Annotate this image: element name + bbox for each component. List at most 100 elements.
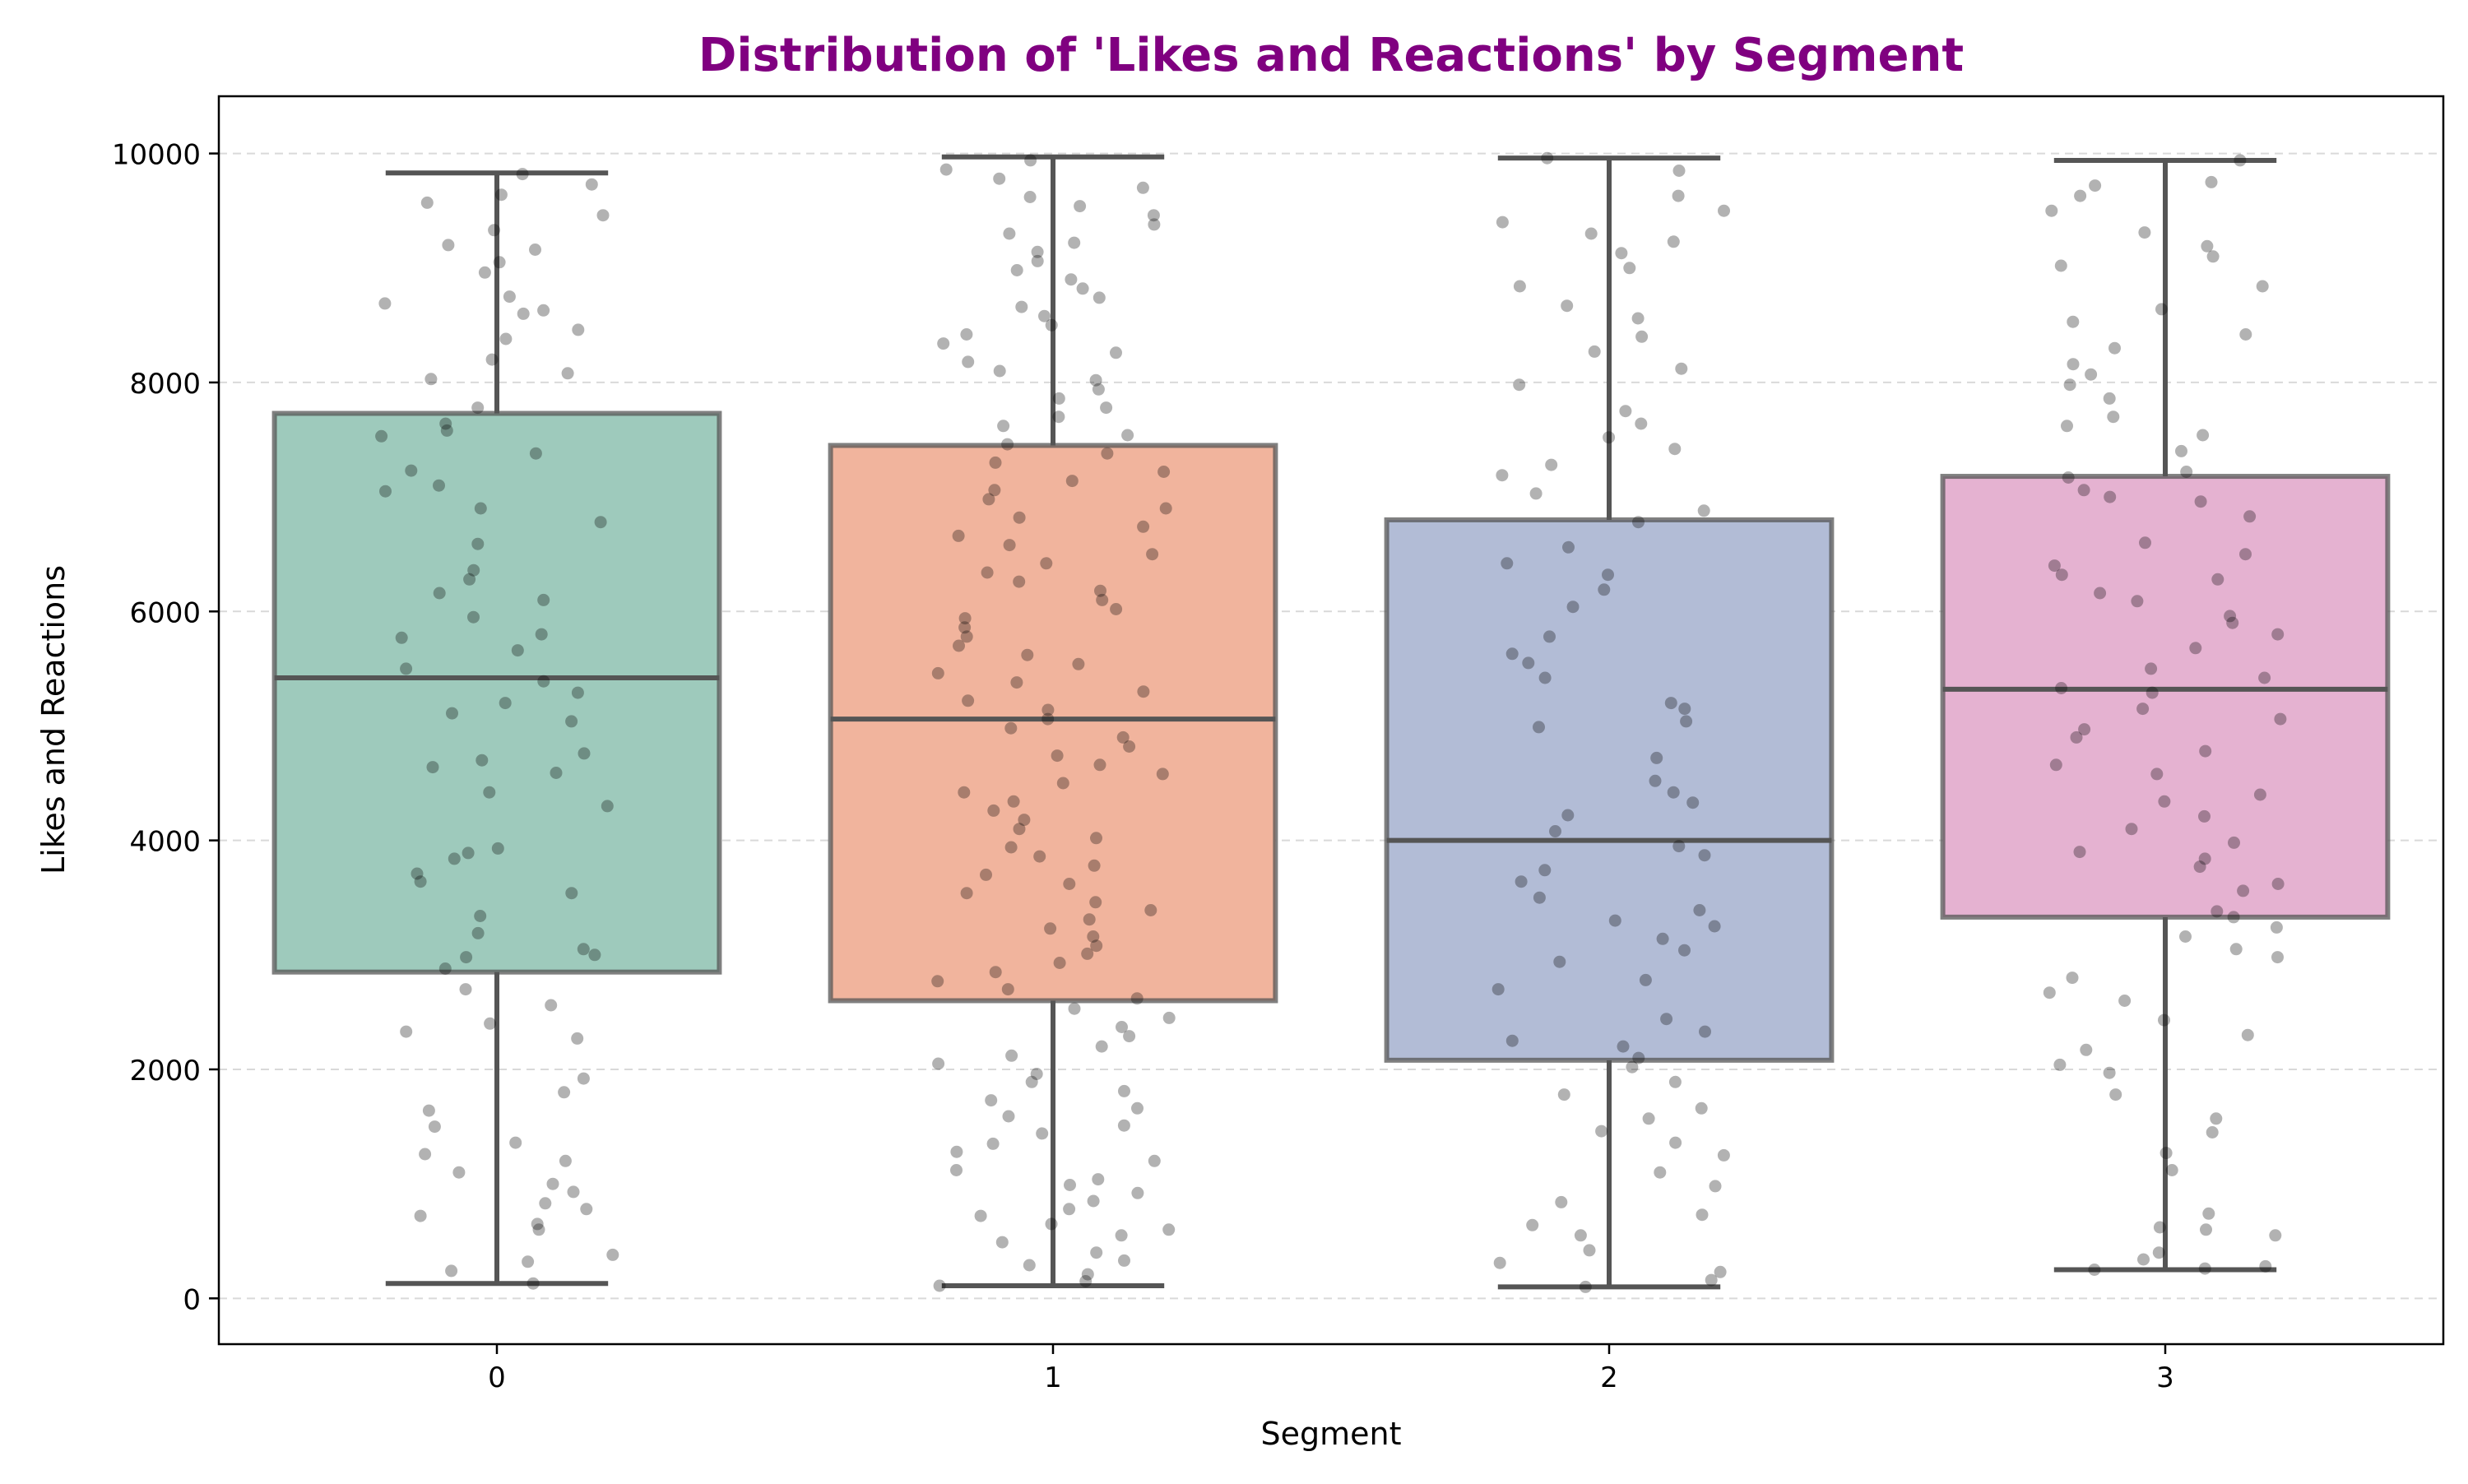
data-point (1626, 1060, 1639, 1074)
data-point (1672, 189, 1685, 202)
data-point (1093, 758, 1106, 772)
data-point (494, 188, 508, 202)
data-point (2205, 175, 2218, 188)
data-point (594, 516, 607, 529)
data-point (1081, 947, 1094, 960)
y-tick-label: 6000 (129, 596, 201, 629)
data-point (378, 297, 392, 310)
data-point (1561, 809, 1575, 822)
data-point (1079, 1275, 1093, 1287)
data-point (1110, 346, 1122, 359)
data-point (1533, 721, 1545, 734)
data-point (1717, 1148, 1730, 1162)
data-point (516, 168, 529, 181)
data-point (488, 224, 501, 237)
data-point (2175, 444, 2187, 457)
data-point (2061, 420, 2073, 433)
data-point (565, 715, 578, 728)
data-point (478, 266, 491, 279)
data-point (1045, 318, 1058, 332)
y-axis-label: Likes and Reactions (35, 565, 72, 874)
data-point (2198, 1262, 2211, 1275)
data-point (531, 1217, 544, 1231)
data-point (2139, 536, 2151, 550)
data-point (1068, 236, 1081, 249)
data-point (1708, 920, 1721, 933)
data-point (571, 1032, 584, 1045)
data-point (1116, 1021, 1128, 1033)
data-point (1562, 540, 1575, 554)
data-point (1015, 300, 1028, 313)
data-point (580, 1203, 593, 1216)
data-point (2158, 1013, 2170, 1027)
data-point (1031, 254, 1044, 267)
data-point (1074, 200, 1087, 213)
data-point (1699, 1025, 1711, 1038)
data-point (572, 323, 585, 336)
data-point (2104, 490, 2117, 503)
data-point (1513, 280, 1526, 293)
data-point (2253, 788, 2266, 801)
data-point (986, 1137, 1000, 1150)
data-point (1096, 593, 1109, 606)
data-point (1076, 282, 1089, 295)
data-point (2199, 744, 2212, 758)
data-point (2211, 573, 2224, 586)
data-point (459, 983, 472, 996)
data-point (1001, 983, 1014, 996)
data-point (499, 332, 513, 345)
data-point (1515, 875, 1528, 888)
data-point (545, 999, 558, 1012)
data-point (1654, 1166, 1667, 1179)
data-point (2137, 1253, 2150, 1266)
data-point (962, 694, 975, 707)
data-point (438, 962, 452, 975)
data-point (2055, 568, 2068, 582)
data-point (2055, 682, 2068, 694)
box-segment-3 (1940, 157, 2391, 1273)
data-point (550, 767, 563, 779)
data-point (2243, 510, 2257, 523)
data-point (1538, 864, 1552, 877)
data-point (1705, 1273, 1718, 1287)
data-point (2078, 723, 2091, 736)
data-point (474, 910, 487, 922)
data-point (1007, 795, 1020, 808)
data-point (585, 178, 598, 191)
data-point (428, 1120, 441, 1134)
data-point (2193, 860, 2206, 874)
data-point (2271, 878, 2285, 890)
x-axis-label: Segment (1261, 1416, 1402, 1452)
data-point (1156, 768, 1169, 781)
data-point (1695, 1101, 1708, 1115)
data-point (2062, 471, 2075, 484)
data-point (462, 846, 475, 860)
data-point (2146, 686, 2159, 699)
data-point (993, 364, 1006, 378)
data-point (1056, 777, 1069, 790)
data-point (1543, 630, 1556, 643)
data-point (989, 966, 1002, 979)
data-point (1513, 378, 1526, 392)
data-point (1718, 204, 1730, 217)
x-tick-label: 1 (1044, 1361, 1062, 1394)
data-point (414, 1209, 427, 1222)
data-point (1090, 832, 1102, 845)
data-point (565, 887, 578, 900)
data-point (962, 355, 975, 369)
data-point (1095, 1040, 1108, 1053)
data-point (2088, 1264, 2101, 1276)
data-point (2179, 930, 2192, 943)
data-point (953, 639, 965, 652)
data-point (2094, 587, 2107, 600)
data-point (1101, 447, 1114, 460)
data-point (1024, 154, 1037, 167)
data-point (442, 239, 455, 252)
data-point (2067, 315, 2080, 328)
data-point (2274, 712, 2287, 726)
data-point (400, 662, 413, 675)
data-point (522, 1255, 535, 1268)
data-point (2054, 259, 2067, 272)
data-point (1656, 932, 1669, 945)
data-point (1602, 568, 1614, 582)
